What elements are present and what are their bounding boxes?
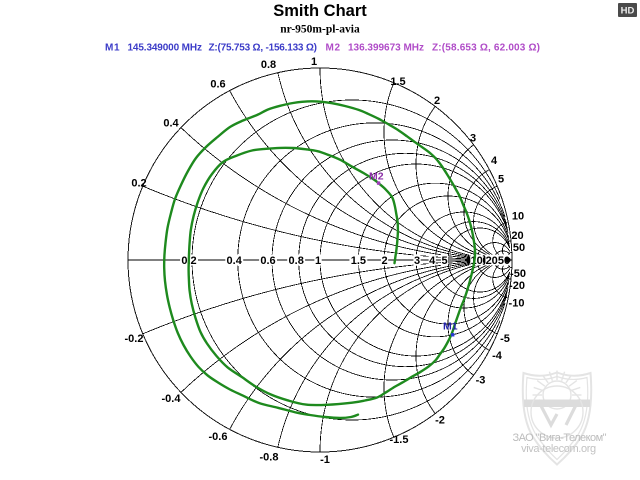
svg-text:-0.4: -0.4 (162, 393, 182, 405)
svg-text:1.5: 1.5 (351, 255, 366, 267)
svg-text:-3: -3 (476, 375, 486, 387)
svg-text:nr-950m-pl-avia: nr-950m-pl-avia (280, 24, 360, 36)
svg-text:-2: -2 (435, 414, 445, 426)
svg-text:-10: -10 (509, 297, 525, 309)
svg-text:-0.8: -0.8 (260, 451, 279, 463)
svg-text:10: 10 (512, 210, 524, 222)
svg-text:4: 4 (429, 255, 436, 267)
svg-text:2: 2 (381, 255, 387, 267)
svg-text:-20: -20 (509, 280, 525, 292)
svg-text:0.6: 0.6 (260, 255, 275, 267)
svg-text:M1: M1 (443, 321, 458, 333)
svg-text:-50: -50 (510, 268, 526, 280)
svg-text:0.4: 0.4 (163, 118, 179, 130)
svg-text:-1.5: -1.5 (390, 434, 409, 446)
svg-text:ЗАО "Вига-Телеком": ЗАО "Вига-Телеком" (513, 432, 607, 444)
svg-text:-5: -5 (500, 333, 510, 345)
svg-text:50: 50 (513, 242, 525, 254)
svg-text:0.6: 0.6 (210, 79, 225, 91)
svg-text:-0.6: -0.6 (209, 431, 228, 443)
svg-text:-4: -4 (492, 350, 503, 362)
svg-text:1: 1 (315, 255, 321, 267)
svg-text:10: 10 (470, 255, 482, 267)
svg-text:5: 5 (441, 255, 447, 267)
svg-text:3: 3 (470, 132, 476, 144)
svg-text:0.4: 0.4 (227, 255, 243, 267)
svg-text:0.8: 0.8 (261, 59, 276, 71)
svg-text:1: 1 (311, 56, 317, 68)
svg-text:4: 4 (491, 155, 498, 167)
svg-text:-1: -1 (320, 454, 330, 466)
svg-text:20: 20 (511, 230, 523, 242)
svg-text:viva-telecom.org: viva-telecom.org (521, 443, 596, 455)
svg-text:M2: M2 (369, 171, 384, 183)
svg-text:0.2: 0.2 (131, 177, 146, 189)
svg-text:0.8: 0.8 (289, 255, 304, 267)
svg-text:3: 3 (414, 255, 420, 267)
svg-text:5: 5 (498, 174, 504, 186)
svg-text:HD: HD (621, 6, 635, 17)
svg-text:Smith Chart: Smith Chart (273, 2, 367, 20)
svg-text:20: 20 (486, 255, 498, 267)
svg-text:2: 2 (434, 95, 440, 107)
svg-text:-0.2: -0.2 (125, 333, 144, 345)
svg-text:1.5: 1.5 (390, 76, 405, 88)
